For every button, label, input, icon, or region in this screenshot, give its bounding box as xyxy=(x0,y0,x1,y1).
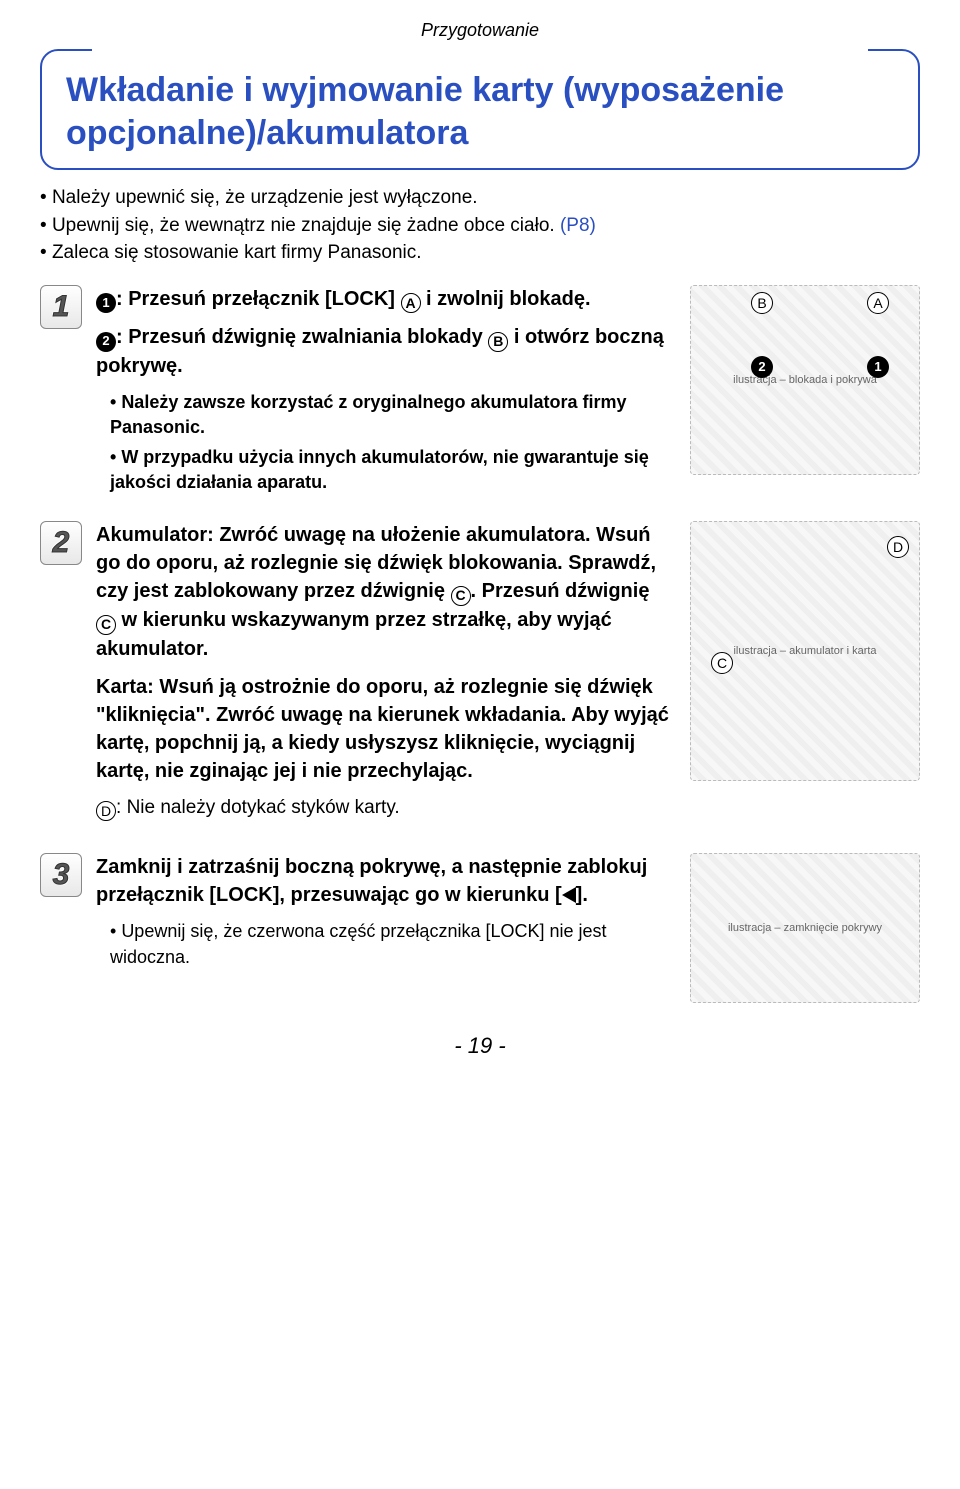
step-2: 2 Akumulator: Zwróć uwagę na ułożenie ak… xyxy=(40,521,920,831)
letter-a-icon: A xyxy=(401,293,421,313)
step-number-icon: 1 xyxy=(40,285,82,329)
note-item: Należy zawsze korzystać z oryginalnego a… xyxy=(110,390,670,440)
step2-p1: Akumulator: Zwróć uwagę na ułożenie akum… xyxy=(96,521,670,663)
intro-item: Należy upewnić się, że urządzenie jest w… xyxy=(40,184,920,212)
intro-text: Upewnij się, że wewnątrz nie znajduje si… xyxy=(52,215,560,236)
intro-list: Należy upewnić się, że urządzenie jest w… xyxy=(40,184,920,267)
label-d-icon: D xyxy=(887,536,909,558)
letter-c-icon: C xyxy=(451,586,471,606)
label-a-icon: A xyxy=(867,292,889,314)
note-item: W przypadku użycia innych akumulatorów, … xyxy=(110,445,670,495)
page-title: Wkładanie i wyjmowanie karty (wyposażeni… xyxy=(66,69,894,154)
page-number: - 19 - xyxy=(40,1033,920,1059)
bullet-1-icon: 1 xyxy=(96,293,116,313)
step2-p2: Karta: Wsuń ją ostrożnie do oporu, aż ro… xyxy=(96,673,670,785)
callout-1-icon: 1 xyxy=(867,356,889,378)
title-box: Wkładanie i wyjmowanie karty (wyposażeni… xyxy=(40,49,920,170)
step-number-icon: 3 xyxy=(40,853,82,897)
illustration-step2: ilustracja – akumulator i karta D C xyxy=(690,521,920,781)
callout-2-icon: 2 xyxy=(751,356,773,378)
page-ref: (P8) xyxy=(560,215,596,236)
label-b-icon: B xyxy=(751,292,773,314)
intro-item: Upewnij się, że wewnątrz nie znajduje si… xyxy=(40,212,920,240)
step1-line2: 2: Przesuń dźwignię zwalniania blokady B… xyxy=(96,323,670,380)
triangle-left-icon xyxy=(562,887,576,903)
illustration-step1: ilustracja – blokada i pokrywa B A 2 1 xyxy=(690,285,920,475)
letter-c-icon: C xyxy=(96,615,116,635)
note-item: Upewnij się, że czerwona część przełączn… xyxy=(110,919,670,969)
step-3: 3 Zamknij i zatrzaśnij boczną pokrywę, a… xyxy=(40,853,920,1003)
step3-notes: Upewnij się, że czerwona część przełączn… xyxy=(96,919,670,969)
step-number-icon: 2 xyxy=(40,521,82,565)
section-header: Przygotowanie xyxy=(40,20,920,41)
bullet-2-icon: 2 xyxy=(96,332,116,352)
letter-b-icon: B xyxy=(488,332,508,352)
step3-p1: Zamknij i zatrzaśnij boczną pokrywę, a n… xyxy=(96,853,670,909)
step-1: 1 1: Przesuń przełącznik [LOCK] A i zwol… xyxy=(40,285,920,499)
illustration-step3: ilustracja – zamknięcie pokrywy xyxy=(690,853,920,1003)
step1-line1: 1: Przesuń przełącznik [LOCK] A i zwolni… xyxy=(96,285,670,314)
letter-d-icon: D xyxy=(96,801,116,821)
step2-note: D: Nie należy dotykać styków karty. xyxy=(96,795,670,822)
intro-item: Zaleca się stosowanie kart firmy Panason… xyxy=(40,239,920,267)
label-c-icon: C xyxy=(711,652,733,674)
step1-notes: Należy zawsze korzystać z oryginalnego a… xyxy=(96,390,670,495)
